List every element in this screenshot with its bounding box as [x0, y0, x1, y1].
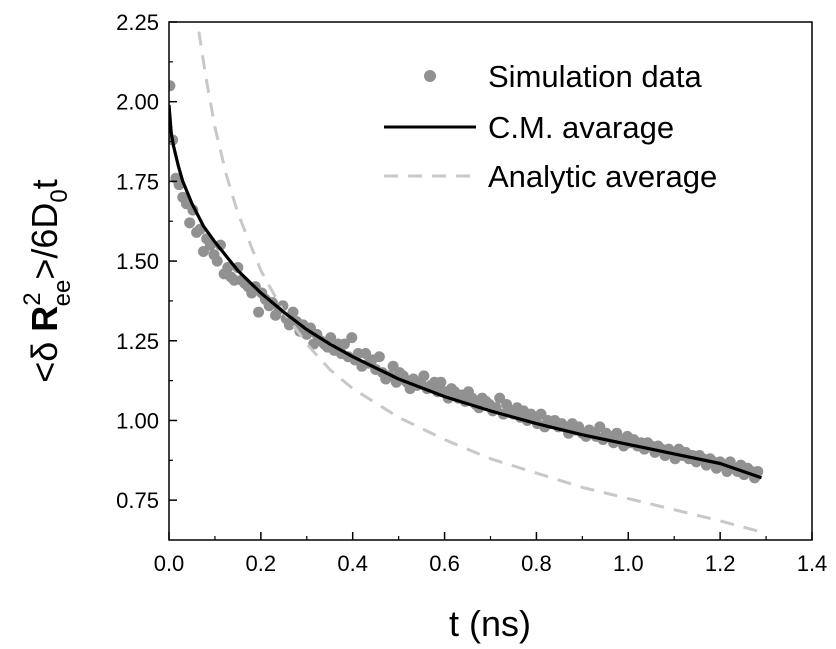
legend-cm-label: C.M. avarage	[488, 110, 674, 145]
simulation-point	[494, 392, 506, 404]
x-tick-label: 1.4	[797, 551, 828, 576]
simulation-point	[169, 80, 176, 92]
y-axis-title-tail: >/6D	[24, 203, 65, 280]
y-tick-label: 0.75	[116, 488, 159, 513]
y-tick-label: 2.00	[116, 90, 159, 115]
simulation-point	[346, 332, 358, 344]
x-axis-title: t (ns)	[449, 603, 531, 644]
simulation-point	[197, 246, 209, 258]
simulation-point	[211, 255, 223, 267]
x-tick-label: 0.4	[337, 551, 368, 576]
cm-average-line	[169, 104, 763, 480]
legend-analytic-label: Analytic average	[488, 159, 717, 194]
y-tick-label: 2.25	[116, 10, 159, 35]
legend: Simulation data C.M. avarage Analytic av…	[384, 59, 717, 194]
simulation-point	[418, 370, 430, 382]
series-layer	[169, 31, 764, 534]
x-axis: 0.0 0.2 0.4 0.6 0.8 1.0 1.2 1.4	[154, 532, 828, 576]
y-axis-title-sub2: 0	[46, 189, 73, 202]
y-axis-title: <δ R2 ee>/6D0t	[19, 179, 76, 383]
x-tick-label: 0.2	[246, 551, 277, 576]
analytic-average-line	[197, 31, 762, 534]
simulation-point	[435, 376, 447, 388]
y-axis-title-bold: R	[24, 306, 65, 332]
x-tick-label: 0.8	[521, 551, 552, 576]
simulation-point	[325, 332, 337, 344]
simulation-point	[222, 261, 234, 273]
simulation-point	[184, 217, 196, 229]
simulation-point	[373, 351, 385, 363]
y-axis-title-sup: 2	[19, 292, 46, 305]
simulation-point	[253, 306, 265, 318]
y-tick-label: 1.25	[116, 329, 159, 354]
simulation-point	[287, 306, 299, 318]
y-tick-label: 1.75	[116, 169, 159, 194]
legend-simulation-label: Simulation data	[488, 59, 702, 94]
x-tick-label: 1.0	[613, 551, 644, 576]
y-tick-label: 1.50	[116, 249, 159, 274]
simulation-point	[535, 408, 547, 420]
simulation-point	[338, 338, 350, 350]
y-axis: 0.75 1.00 1.25 1.50 1.75 2.00 2.25	[116, 10, 177, 513]
x-tick-label: 1.2	[705, 551, 736, 576]
simulation-point	[204, 239, 216, 251]
y-axis-title-sub: ee	[49, 280, 76, 307]
y-tick-label: 1.00	[116, 408, 159, 433]
legend-simulation-marker	[424, 70, 436, 82]
y-axis-title-end: t	[24, 179, 65, 189]
y-axis-title-lead: <δ	[24, 332, 65, 383]
x-tick-label: 0.6	[429, 551, 460, 576]
x-tick-label: 0.0	[154, 551, 185, 576]
